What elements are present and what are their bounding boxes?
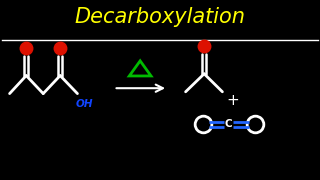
Text: C: C [225, 119, 233, 129]
Text: OH: OH [76, 99, 93, 109]
Text: +: + [227, 93, 239, 108]
Text: Decarboxylation: Decarboxylation [75, 7, 245, 27]
